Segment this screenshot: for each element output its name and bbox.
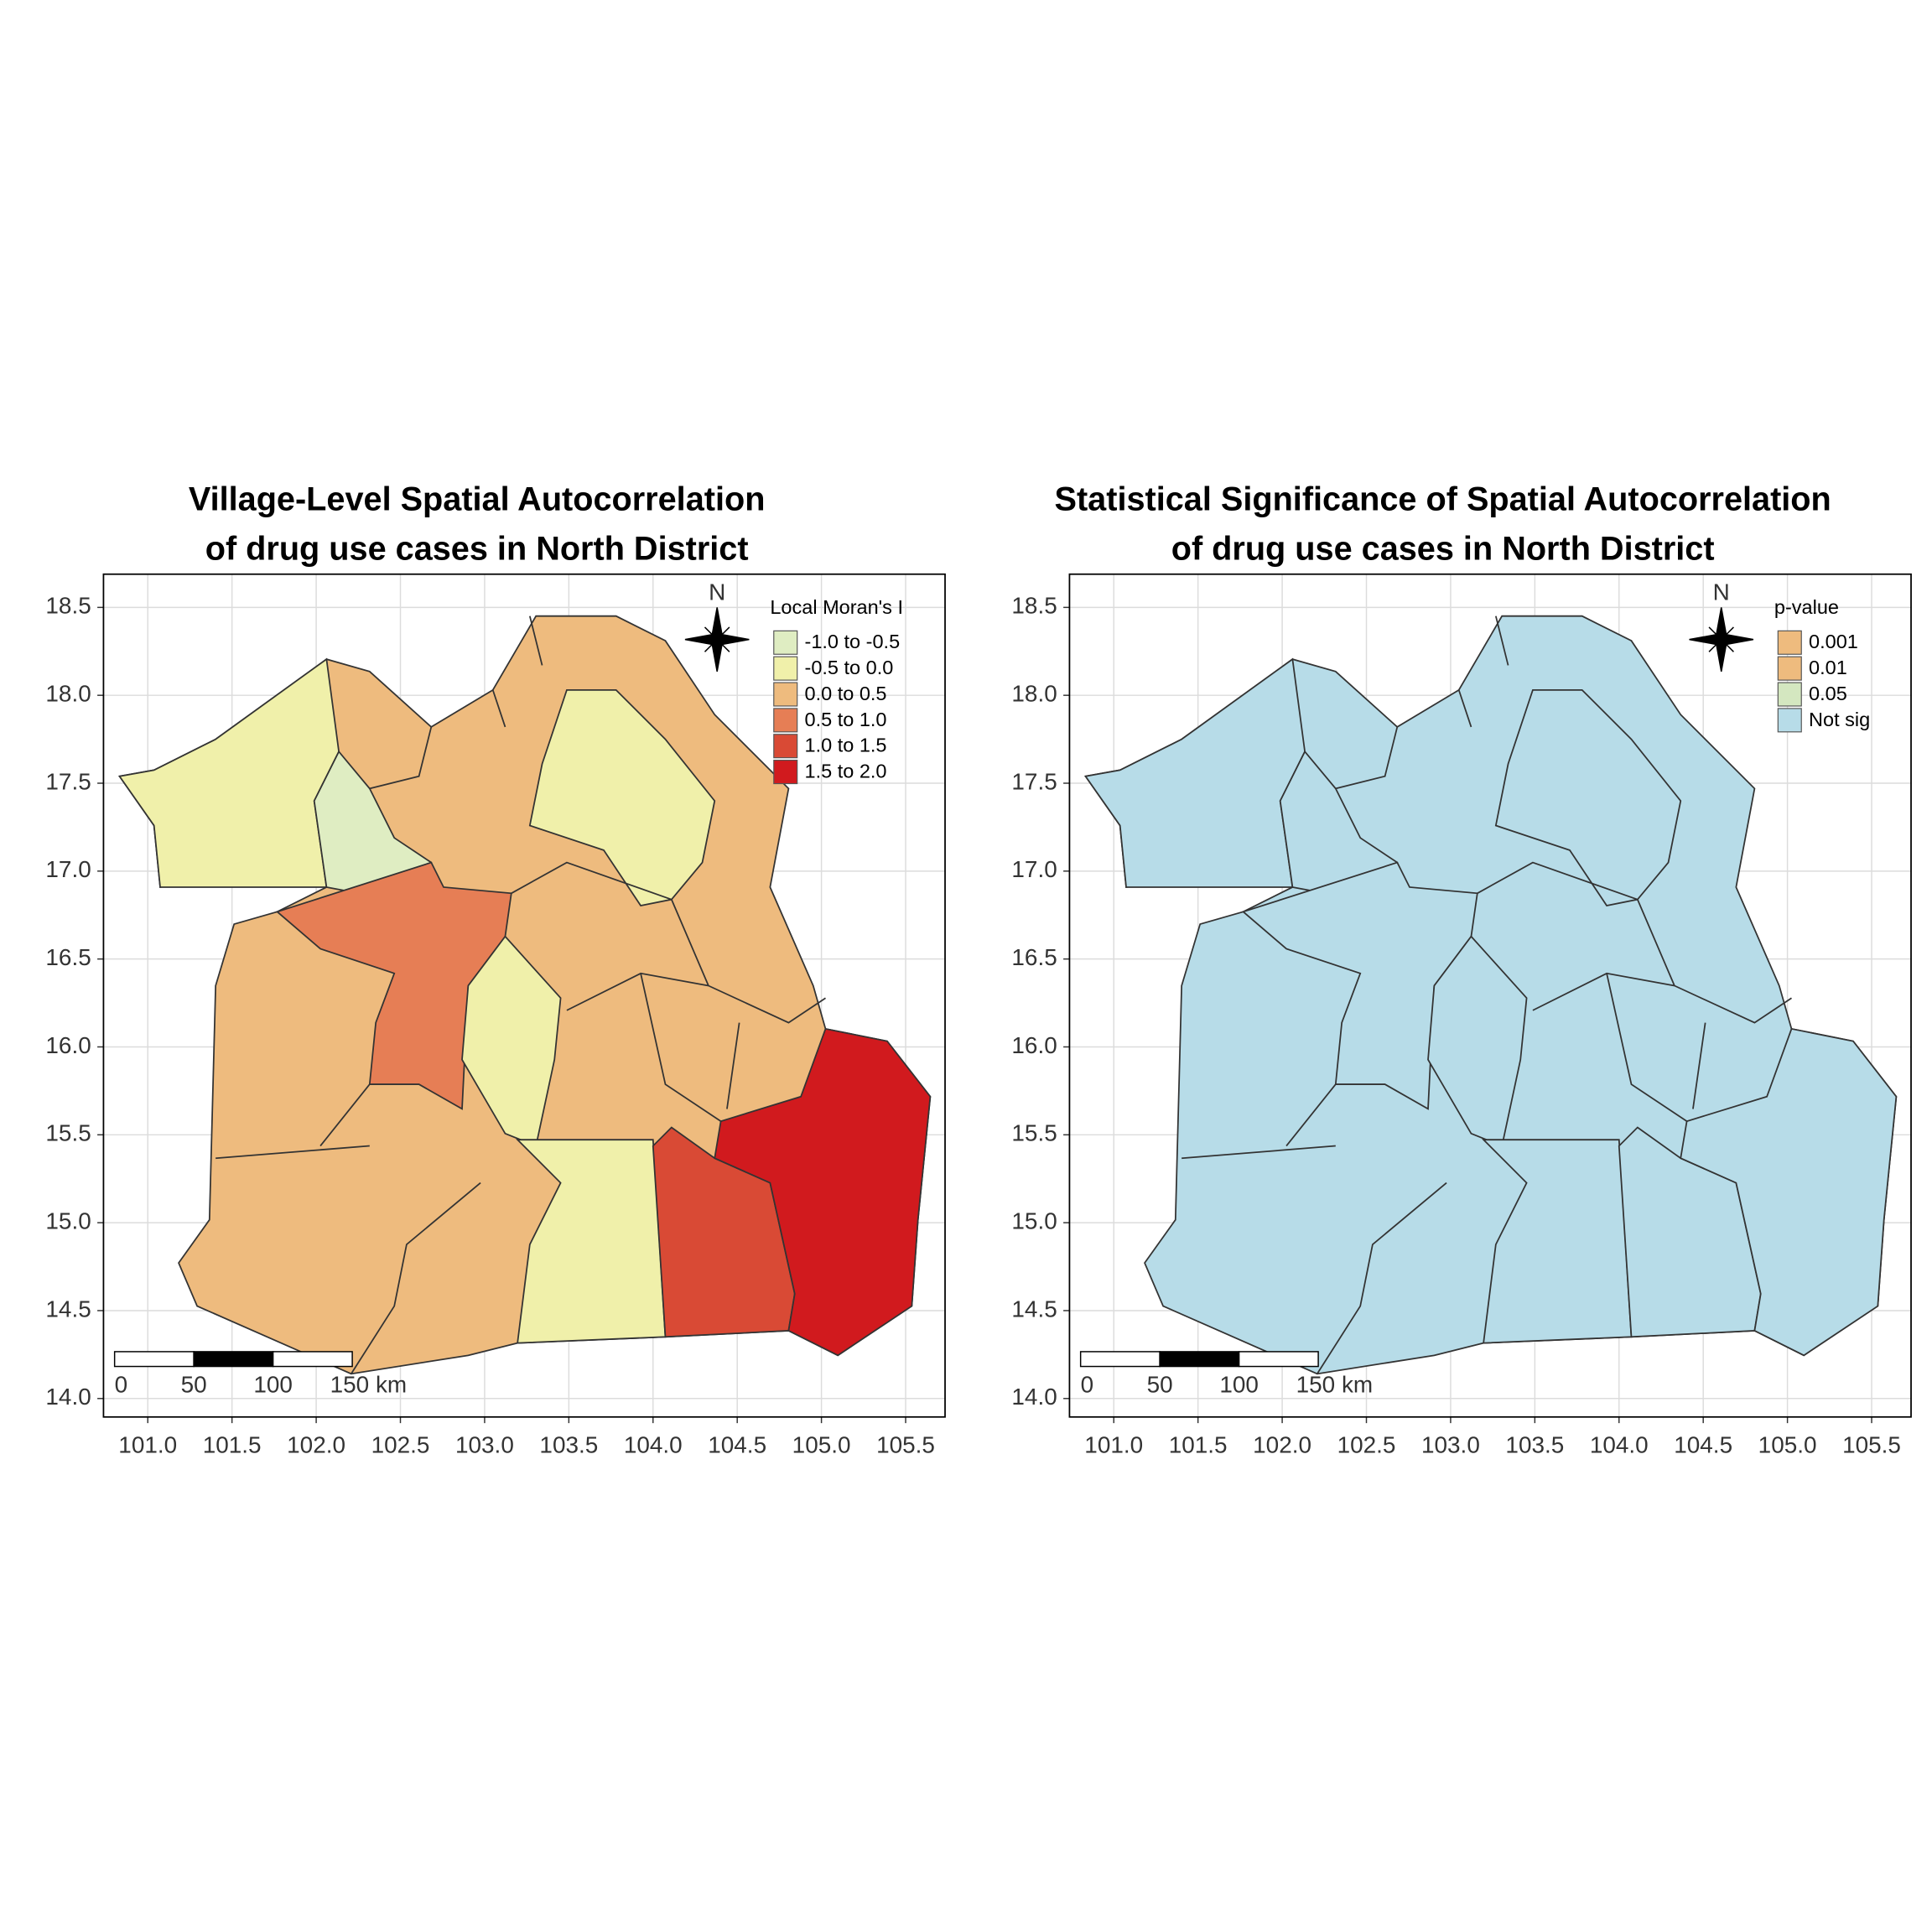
- legend-swatch: [773, 630, 798, 655]
- legend-title: Local Moran's I: [770, 596, 903, 618]
- y-tick-label: 16.5: [1011, 944, 1057, 970]
- y-tick-label: 17.5: [1011, 768, 1057, 794]
- y-tick-label: 14.5: [1011, 1296, 1057, 1322]
- north-arrow: [1689, 607, 1754, 672]
- y-tick-label: 18.0: [1011, 681, 1057, 707]
- regions: [1084, 615, 1898, 1375]
- map-panel: Village-Level Spatial Autocorrelation of …: [45, 481, 946, 1457]
- x-tick-label: 104.5: [708, 1431, 766, 1457]
- scale-bar-label: 0: [115, 1371, 128, 1397]
- region-border: [216, 615, 826, 1374]
- y-tick-label: 16.0: [1011, 1032, 1057, 1058]
- x-tick-label: 102.0: [287, 1431, 345, 1457]
- scale-bar-segment: [193, 1351, 274, 1368]
- y-tick-label: 16.0: [45, 1032, 91, 1058]
- y-tick-label: 18.5: [1011, 593, 1057, 619]
- scale-bar-segment: [1159, 1351, 1240, 1368]
- region: [275, 861, 512, 1110]
- y-tick-label: 15.5: [1011, 1120, 1057, 1146]
- y-tick-label: 14.0: [1011, 1384, 1057, 1410]
- map-title: of drug use cases in North District: [1171, 530, 1715, 567]
- map-title: of drug use cases in North District: [205, 530, 749, 567]
- north-label: N: [709, 579, 725, 605]
- scale-bar-label: 150 km: [1296, 1371, 1374, 1397]
- x-tick-label: 101.5: [1169, 1431, 1228, 1457]
- y-tick-label: 16.5: [45, 944, 91, 970]
- legend-label: -1.0 to -0.5: [805, 631, 901, 652]
- scale-bar-label: 50: [1147, 1371, 1173, 1397]
- legend-label: 0.5 to 1.0: [805, 709, 887, 730]
- x-tick-label: 104.5: [1674, 1431, 1732, 1457]
- x-tick-label: 105.0: [792, 1431, 851, 1457]
- y-tick-label: 15.0: [45, 1208, 91, 1234]
- legend-title: p-value: [1774, 596, 1839, 618]
- legend-label: 0.01: [1809, 657, 1847, 678]
- panel-border: [1068, 573, 1912, 1418]
- map-title: Statistical Significance of Spatial Auto…: [1055, 481, 1831, 518]
- legend-label: 0.05: [1809, 683, 1847, 704]
- x-tick-label: 101.5: [203, 1431, 262, 1457]
- north-label: N: [1713, 579, 1730, 605]
- x-tick-label: 102.0: [1253, 1431, 1311, 1457]
- region-border: [1182, 615, 1792, 1374]
- legend-swatch: [1777, 630, 1802, 655]
- legend-swatch: [773, 682, 798, 707]
- scale-bar-label: 50: [181, 1371, 207, 1397]
- legend-label: 0.0 to 0.5: [805, 683, 887, 704]
- x-tick-label: 105.0: [1758, 1431, 1817, 1457]
- legend-swatch: [773, 708, 798, 733]
- scale-bar-label: 100: [253, 1371, 293, 1397]
- region: [1241, 861, 1478, 1110]
- y-tick-label: 17.0: [45, 856, 91, 882]
- x-tick-label: 104.0: [624, 1431, 683, 1457]
- north-arrow: [684, 607, 750, 672]
- x-tick-label: 104.0: [1590, 1431, 1649, 1457]
- scale-bar-segment: [1079, 1351, 1161, 1368]
- x-tick-label: 105.5: [1842, 1431, 1901, 1457]
- y-tick-label: 17.0: [1011, 856, 1057, 882]
- scale-bar-segment: [113, 1351, 195, 1368]
- legend-swatch: [1777, 708, 1802, 733]
- legend-swatch: [773, 734, 798, 759]
- region: [1482, 1139, 1633, 1344]
- region: [516, 1139, 667, 1344]
- legend-swatch: [1777, 656, 1802, 681]
- y-tick-label: 17.5: [45, 768, 91, 794]
- y-tick-label: 15.5: [45, 1120, 91, 1146]
- legend-label: -0.5 to 0.0: [805, 657, 894, 678]
- panel-border: [102, 573, 946, 1418]
- scale-bar-label: 0: [1081, 1371, 1094, 1397]
- legend-label: 1.5 to 2.0: [805, 761, 887, 782]
- x-tick-label: 102.5: [371, 1431, 430, 1457]
- legend-label: 1.0 to 1.5: [805, 735, 887, 756]
- x-tick-label: 103.5: [539, 1431, 598, 1457]
- x-tick-label: 103.0: [455, 1431, 514, 1457]
- x-tick-label: 101.0: [1084, 1431, 1143, 1457]
- y-tick-label: 14.5: [45, 1296, 91, 1322]
- map-title: Village-Level Spatial Autocorrelation: [189, 481, 766, 518]
- regions: [118, 615, 932, 1375]
- scale-bar-label: 100: [1219, 1371, 1259, 1397]
- x-tick-label: 102.5: [1337, 1431, 1396, 1457]
- scale-bar-segment: [272, 1351, 353, 1368]
- x-tick-label: 101.0: [118, 1431, 177, 1457]
- x-tick-label: 103.0: [1421, 1431, 1480, 1457]
- x-tick-label: 105.5: [876, 1431, 935, 1457]
- legend-swatch: [773, 656, 798, 681]
- y-tick-label: 14.0: [45, 1384, 91, 1410]
- legend-label: Not sig: [1809, 709, 1870, 730]
- legend-swatch: [773, 760, 798, 785]
- y-tick-label: 18.0: [45, 681, 91, 707]
- legend-swatch: [1777, 682, 1802, 707]
- scale-bar-segment: [1238, 1351, 1319, 1368]
- map-panel: Statistical Significance of Spatial Auto…: [1011, 481, 1912, 1457]
- y-tick-label: 15.0: [1011, 1208, 1057, 1234]
- x-tick-label: 103.5: [1505, 1431, 1564, 1457]
- scale-bar-label: 150 km: [330, 1371, 408, 1397]
- legend-label: 0.001: [1809, 631, 1858, 652]
- y-tick-label: 18.5: [45, 593, 91, 619]
